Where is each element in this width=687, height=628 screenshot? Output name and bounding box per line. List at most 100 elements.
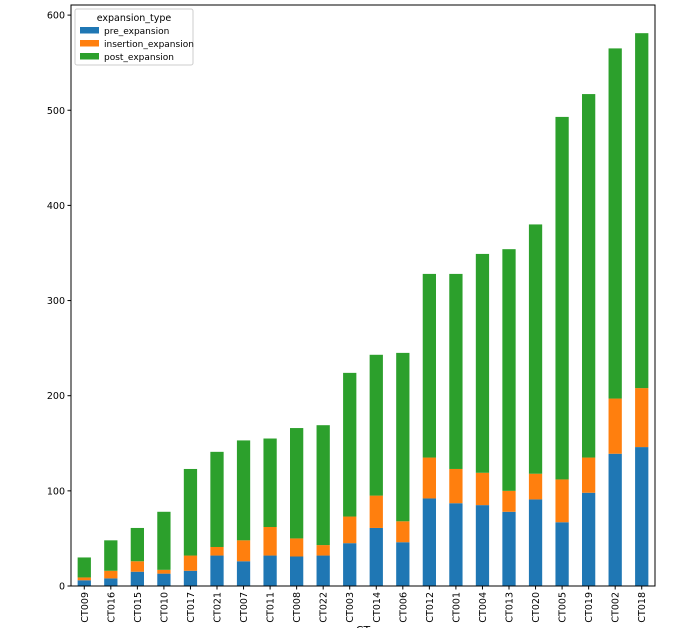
plot-frame — [70, 4, 656, 587]
bar-insertion_expansion-CT017 — [183, 555, 198, 571]
x-axis-label: CT — [356, 624, 371, 628]
bar-pre_expansion-CT012 — [422, 498, 436, 586]
x-tick-label: CT017 — [186, 592, 197, 623]
bar-insertion_expansion-CT003 — [343, 516, 357, 544]
bar-post_expansion-CT002 — [608, 48, 622, 399]
x-tick-label: CT020 — [531, 592, 542, 623]
bar-pre_expansion-CT015 — [130, 571, 144, 586]
bar-post_expansion-CT010 — [157, 511, 171, 570]
bar-pre_expansion-CT016 — [104, 578, 118, 586]
y-tick-label: 0 — [59, 582, 65, 593]
x-tick-label: CT012 — [425, 592, 436, 623]
x-tick-label: CT021 — [213, 592, 224, 623]
legend-entry-label: post_expansion — [104, 53, 174, 63]
bar-insertion_expansion-CT008 — [290, 538, 304, 557]
x-axis: CT009 CT016 CT015 CT010 CT017 CT021 CT007 CT011… — [80, 586, 648, 623]
bar-pre_expansion-CT013 — [502, 511, 516, 586]
bar-pre_expansion-CT022 — [316, 555, 330, 586]
bar-insertion_expansion-CT012 — [422, 457, 436, 499]
bar-pre_expansion-CT009 — [77, 580, 91, 586]
y-axis: 0 100 200 300 400 500 600 — [47, 11, 71, 593]
bar-insertion_expansion-CT014 — [369, 495, 383, 528]
bar-post_expansion-CT008 — [290, 428, 304, 539]
bar-post_expansion-CT012 — [422, 273, 436, 458]
x-tick-label: CT003 — [345, 592, 356, 623]
y-tick-label: 300 — [47, 296, 65, 307]
bar-post_expansion-CT004 — [475, 253, 490, 473]
bar-post_expansion-CT017 — [183, 468, 198, 556]
legend-box — [74, 8, 194, 66]
legend-swatch-pre_expansion — [80, 27, 99, 34]
x-tick-label: CT018 — [637, 592, 648, 623]
bar-post_expansion-CT016 — [104, 540, 118, 571]
bar-post_expansion-CT003 — [343, 372, 357, 517]
bar-post_expansion-CT020 — [528, 224, 543, 474]
bar-post_expansion-CT022 — [316, 425, 330, 546]
bar-insertion_expansion-CT001 — [449, 468, 463, 504]
bar-insertion_expansion-CT006 — [396, 521, 410, 543]
legend-swatch-insertion_expansion — [80, 40, 99, 47]
bar-pre_expansion-CT004 — [475, 505, 490, 586]
bar-insertion_expansion-CT004 — [475, 472, 490, 506]
legend-entry-label: insertion_expansion — [104, 40, 194, 50]
bar-pre_expansion-CT017 — [183, 570, 198, 586]
bar-insertion_expansion-CT013 — [502, 490, 516, 512]
bar-insertion_expansion-CT019 — [582, 457, 596, 493]
bar-pre_expansion-CT014 — [369, 527, 383, 586]
bar-insertion_expansion-CT010 — [157, 569, 171, 574]
x-tick-label: CT016 — [106, 592, 117, 623]
bar-post_expansion-CT001 — [449, 273, 463, 469]
bar-insertion_expansion-CT009 — [77, 577, 91, 581]
bar-post_expansion-CT014 — [369, 354, 383, 496]
x-tick-label: CT013 — [505, 592, 516, 623]
bar-insertion_expansion-CT005 — [555, 479, 569, 523]
legend-entry-label: pre_expansion — [104, 27, 169, 37]
bar-post_expansion-CT006 — [396, 352, 410, 522]
bar-pre_expansion-CT005 — [555, 522, 569, 586]
y-tick-label: 500 — [47, 106, 65, 117]
x-tick-label: CT008 — [292, 592, 303, 623]
bar-post_expansion-CT013 — [502, 249, 516, 491]
bar-insertion_expansion-CT018 — [635, 388, 649, 448]
bar-insertion_expansion-CT020 — [528, 473, 543, 500]
bar-pre_expansion-CT018 — [635, 447, 649, 586]
bar-pre_expansion-CT020 — [528, 499, 543, 586]
bar-pre_expansion-CT006 — [396, 542, 410, 586]
x-tick-label: CT002 — [611, 592, 622, 623]
bar-post_expansion-CT009 — [77, 557, 91, 578]
bar-pre_expansion-CT019 — [582, 492, 596, 586]
bar-insertion_expansion-CT007 — [236, 540, 251, 562]
bar-post_expansion-CT018 — [635, 33, 649, 389]
x-tick-label: CT004 — [478, 592, 489, 623]
bar-pre_expansion-CT003 — [343, 543, 357, 586]
y-tick-label: 400 — [47, 201, 65, 212]
bar-insertion_expansion-CT022 — [316, 545, 330, 556]
bar-post_expansion-CT021 — [210, 451, 224, 547]
y-tick-label: 600 — [47, 11, 65, 22]
x-tick-label: CT011 — [266, 592, 277, 623]
bar-pre_expansion-CT011 — [263, 555, 277, 586]
bar-post_expansion-CT011 — [263, 438, 277, 528]
bar-pre_expansion-CT008 — [290, 556, 304, 586]
bar-pre_expansion-CT001 — [449, 503, 463, 586]
bar-insertion_expansion-CT002 — [608, 398, 622, 454]
x-tick-label: CT015 — [133, 592, 144, 623]
bar-insertion_expansion-CT011 — [263, 527, 277, 556]
bar-insertion_expansion-CT015 — [130, 561, 144, 572]
x-tick-label: CT001 — [451, 592, 462, 623]
bars — [77, 33, 649, 586]
bar-insertion_expansion-CT021 — [210, 546, 224, 556]
x-tick-label: CT014 — [372, 592, 383, 623]
bar-pre_expansion-CT007 — [236, 561, 251, 586]
x-tick-label: CT010 — [159, 592, 170, 623]
legend-title: expansion_type — [97, 13, 172, 24]
bar-pre_expansion-CT002 — [608, 453, 622, 586]
bar-post_expansion-CT019 — [582, 94, 596, 458]
bar-post_expansion-CT015 — [130, 527, 144, 562]
x-tick-label: CT009 — [80, 592, 91, 623]
legend-swatch-post_expansion — [80, 53, 99, 60]
x-tick-label: CT022 — [319, 592, 330, 623]
x-tick-label: CT006 — [398, 592, 409, 623]
bar-post_expansion-CT005 — [555, 116, 569, 480]
